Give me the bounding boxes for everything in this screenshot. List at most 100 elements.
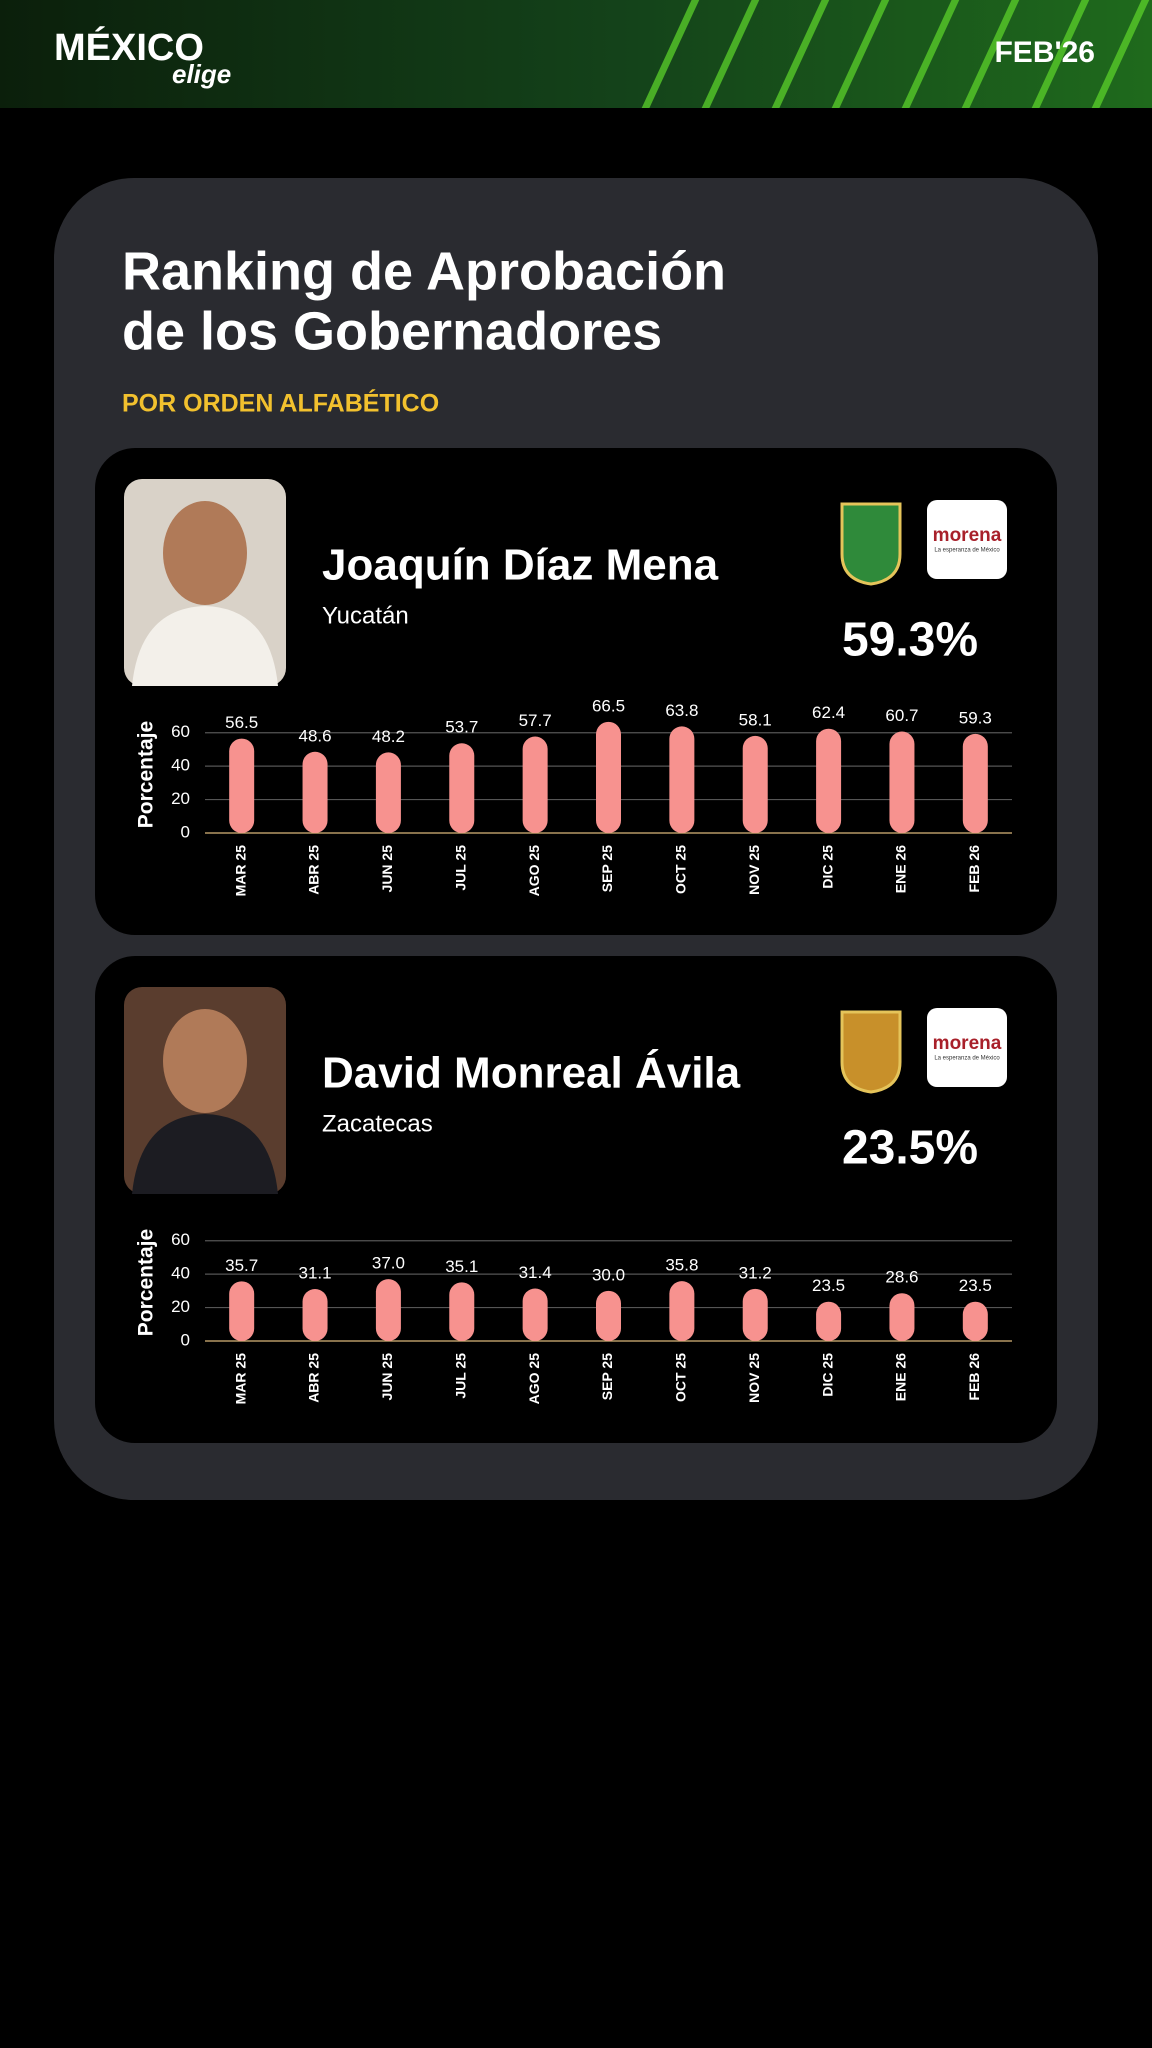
bar — [816, 1301, 842, 1341]
governor-name: David Monreal Ávila — [322, 1048, 741, 1098]
value-label: 30.0 — [592, 1265, 625, 1284]
brand-sub: elige — [172, 59, 231, 89]
title: Ranking de Aprobación — [122, 241, 726, 301]
brand: MÉXICO — [54, 25, 204, 69]
bar — [375, 1279, 401, 1341]
x-tick-label: SEP 25 — [599, 845, 615, 892]
bar — [522, 736, 548, 833]
bar — [229, 738, 255, 833]
y-tick-label: 40 — [171, 756, 190, 775]
party-name: morena — [933, 1033, 1002, 1054]
value-label: 63.8 — [665, 701, 698, 720]
bar — [742, 1288, 768, 1341]
photo-head — [163, 1009, 247, 1113]
y-tick-label: 60 — [171, 1230, 190, 1249]
value-label: 58.1 — [739, 710, 772, 729]
photo-head — [163, 501, 247, 605]
value-label: 31.4 — [519, 1263, 552, 1282]
x-tick-label: FEB 26 — [966, 845, 982, 893]
value-label: 62.4 — [812, 703, 845, 722]
x-tick-label: ENE 26 — [893, 845, 909, 893]
x-tick-label: JUL 25 — [452, 845, 468, 891]
x-tick-label: ABR 25 — [306, 1353, 322, 1403]
value-label: 57.7 — [519, 711, 552, 730]
party-name: morena — [933, 525, 1002, 546]
party-tagline: La esperanza de México — [934, 1056, 1000, 1062]
y-tick-label: 20 — [171, 1297, 190, 1316]
x-tick-label: DIC 25 — [819, 1353, 835, 1397]
approval: 59.3% — [842, 614, 978, 667]
date: FEB'26 — [994, 36, 1095, 69]
x-tick-label: DIC 25 — [819, 845, 835, 889]
header-stripes — [641, 0, 1150, 108]
value-label: 37.0 — [372, 1254, 405, 1273]
value-label: 23.5 — [812, 1276, 845, 1295]
bar — [962, 733, 988, 833]
x-tick-label: SEP 25 — [599, 1353, 615, 1400]
title: de los Gobernadores — [122, 301, 662, 361]
value-label: 35.8 — [665, 1256, 698, 1275]
bar — [742, 735, 768, 833]
value-label: 35.7 — [225, 1256, 258, 1275]
state-emblem — [840, 1010, 902, 1094]
party-logo — [927, 500, 1007, 579]
bar — [962, 1301, 988, 1341]
bar — [449, 1282, 475, 1341]
governor-name: Joaquín Díaz Mena — [322, 541, 719, 590]
header-band — [0, 0, 1152, 108]
y-axis-label: Porcentaje — [135, 721, 158, 828]
y-tick-label: 60 — [171, 722, 190, 741]
subtitle: POR ORDEN ALFABÉTICO — [122, 389, 439, 418]
x-tick-label: JUL 25 — [452, 1353, 468, 1399]
value-label: 48.6 — [298, 726, 331, 745]
x-tick-label: JUN 25 — [379, 1353, 395, 1401]
photo — [124, 987, 286, 1194]
photo-body — [132, 606, 278, 686]
value-label: 23.5 — [959, 1276, 992, 1295]
bar — [229, 1281, 255, 1341]
x-tick-label: MAR 25 — [232, 1353, 248, 1405]
bar — [522, 1288, 548, 1341]
bar — [449, 743, 475, 833]
value-label: 31.1 — [298, 1264, 331, 1283]
bar — [669, 1281, 695, 1341]
party-logo — [927, 1008, 1007, 1087]
x-tick-label: AGO 25 — [526, 845, 542, 897]
value-label: 35.1 — [445, 1257, 478, 1276]
bar — [302, 1289, 328, 1341]
value-label: 66.5 — [592, 696, 625, 715]
photo-body — [132, 1114, 278, 1194]
x-tick-label: NOV 25 — [746, 1353, 762, 1403]
state-emblem — [840, 502, 902, 586]
x-tick-label: ENE 26 — [893, 1353, 909, 1401]
x-tick-label: JUN 25 — [379, 845, 395, 893]
bar — [596, 721, 621, 833]
bar — [302, 751, 328, 833]
value-label: 28.6 — [885, 1268, 918, 1287]
bar — [889, 1293, 915, 1341]
x-tick-label: OCT 25 — [673, 1353, 689, 1402]
governor-state: Yucatán — [322, 602, 409, 629]
bar — [375, 752, 401, 833]
bar — [669, 726, 695, 833]
party-tagline: La esperanza de México — [934, 548, 1000, 554]
bar — [816, 728, 842, 833]
x-tick-label: MAR 25 — [232, 845, 248, 897]
value-label: 59.3 — [959, 708, 992, 727]
value-label: 31.2 — [739, 1263, 772, 1282]
value-label: 56.5 — [225, 713, 258, 732]
governor-state: Zacatecas — [322, 1110, 433, 1137]
x-tick-label: OCT 25 — [673, 845, 689, 894]
bar — [596, 1290, 621, 1341]
y-tick-label: 40 — [171, 1264, 190, 1283]
y-tick-label: 20 — [171, 789, 190, 808]
y-tick-label: 0 — [181, 1330, 190, 1349]
y-axis-label: Porcentaje — [135, 1229, 158, 1336]
value-label: 48.2 — [372, 727, 405, 746]
x-tick-label: AGO 25 — [526, 1353, 542, 1405]
x-tick-label: NOV 25 — [746, 845, 762, 895]
approval: 23.5% — [842, 1122, 978, 1175]
x-tick-label: ABR 25 — [306, 845, 322, 895]
value-label: 53.7 — [445, 718, 478, 737]
